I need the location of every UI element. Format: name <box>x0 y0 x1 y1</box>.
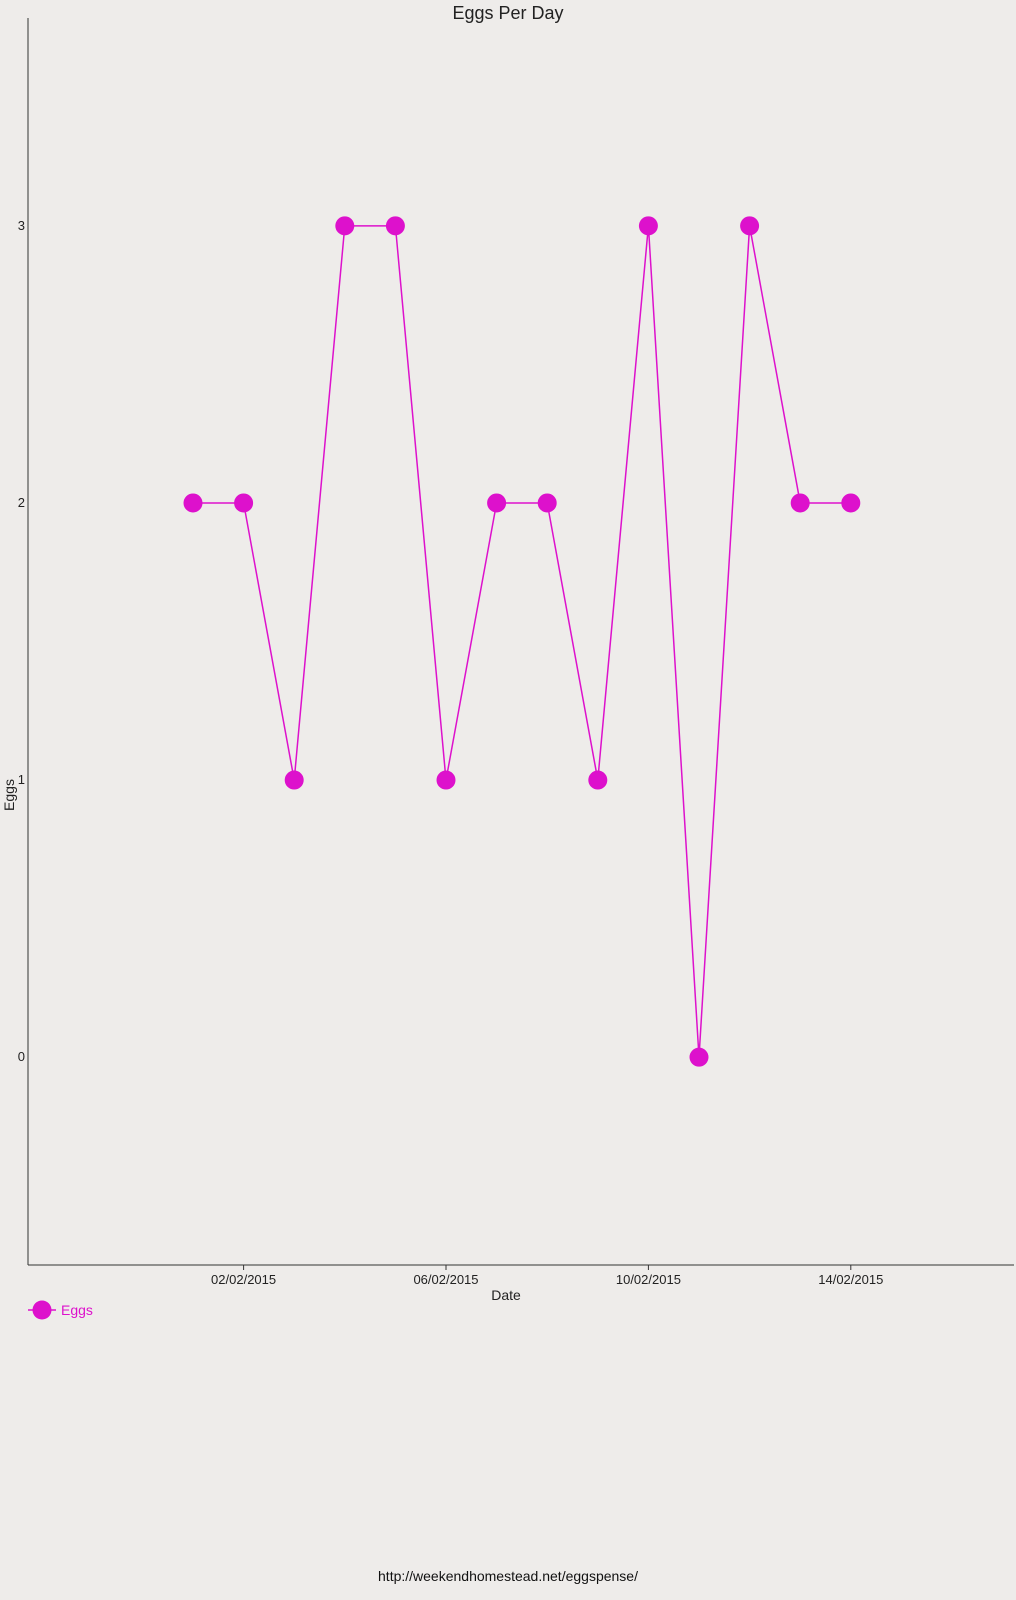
y-tick-label: 2 <box>18 495 25 510</box>
x-tick-label: 10/02/2015 <box>616 1272 681 1287</box>
legend: Eggs <box>28 1300 93 1320</box>
legend-label: Eggs <box>61 1302 93 1318</box>
data-point <box>385 216 405 236</box>
x-tick-label: 06/02/2015 <box>413 1272 478 1287</box>
data-point <box>284 770 304 790</box>
legend-marker <box>32 1300 52 1320</box>
data-point <box>537 493 557 513</box>
footer-url: http://weekendhomestead.net/eggspense/ <box>378 1568 638 1584</box>
chart-title: Eggs Per Day <box>452 3 563 23</box>
x-tick-label: 02/02/2015 <box>211 1272 276 1287</box>
y-tick-label: 1 <box>18 772 25 787</box>
data-point <box>740 216 760 236</box>
y-axis-label: Eggs <box>1 779 17 811</box>
data-point <box>183 493 203 513</box>
data-point <box>588 770 608 790</box>
x-axis-label: Date <box>491 1287 521 1303</box>
series-eggs <box>183 216 861 1067</box>
y-tick-label: 0 <box>18 1049 25 1064</box>
data-point <box>790 493 810 513</box>
data-point <box>841 493 861 513</box>
x-axis-ticks: 02/02/2015 06/02/2015 10/02/2015 14/02/2015 <box>211 1265 883 1287</box>
x-tick-label: 14/02/2015 <box>818 1272 883 1287</box>
data-point <box>487 493 507 513</box>
data-point <box>689 1047 709 1067</box>
data-point <box>436 770 456 790</box>
data-point <box>638 216 658 236</box>
y-tick-label: 3 <box>18 218 25 233</box>
data-point <box>234 493 254 513</box>
data-point <box>335 216 355 236</box>
y-axis-ticks: 0 1 2 3 <box>18 218 25 1064</box>
series-line-eggs <box>193 225 851 1058</box>
